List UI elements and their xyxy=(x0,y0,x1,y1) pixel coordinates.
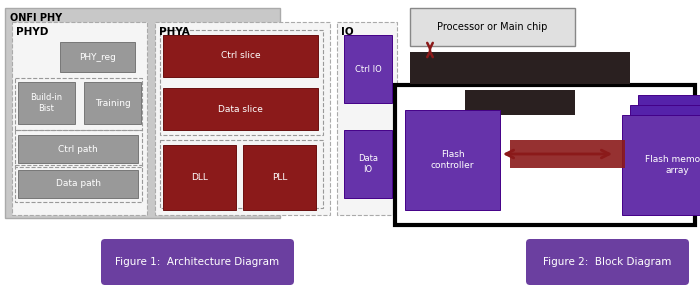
Bar xyxy=(15,78,142,130)
Text: IO: IO xyxy=(341,27,354,37)
Text: Ctrl slice: Ctrl slice xyxy=(220,51,260,60)
Bar xyxy=(337,22,397,215)
Bar xyxy=(410,52,630,84)
Text: Processor or Main chip: Processor or Main chip xyxy=(438,22,547,32)
Bar xyxy=(638,95,700,180)
Text: Ctrl path: Ctrl path xyxy=(58,144,98,153)
FancyBboxPatch shape xyxy=(526,239,689,285)
Text: Data slice: Data slice xyxy=(218,105,263,114)
Text: Ctrl IO: Ctrl IO xyxy=(355,64,382,73)
Bar xyxy=(163,88,318,130)
Text: PHYA: PHYA xyxy=(159,27,190,37)
Bar xyxy=(18,170,138,198)
Bar xyxy=(243,145,316,210)
Text: PLL: PLL xyxy=(272,173,287,182)
Text: Flash
controller: Flash controller xyxy=(430,150,475,170)
Bar xyxy=(60,42,135,72)
Text: DLL: DLL xyxy=(191,173,208,182)
Bar xyxy=(160,30,323,135)
Bar xyxy=(465,90,575,115)
Bar xyxy=(410,8,575,46)
Text: ONFI PHY: ONFI PHY xyxy=(10,13,62,23)
Bar xyxy=(160,140,323,208)
Text: Data path: Data path xyxy=(55,179,101,188)
FancyBboxPatch shape xyxy=(101,239,294,285)
Bar xyxy=(15,130,142,167)
Bar xyxy=(630,105,700,190)
Bar xyxy=(405,110,500,210)
Bar xyxy=(5,8,280,218)
Bar xyxy=(510,140,625,168)
Bar xyxy=(344,130,392,198)
Text: Data
IO: Data IO xyxy=(358,154,378,174)
Bar xyxy=(18,135,138,163)
Text: PHY_reg: PHY_reg xyxy=(79,53,116,62)
Bar xyxy=(395,85,695,225)
Bar xyxy=(399,89,691,221)
Bar xyxy=(163,35,318,77)
Bar xyxy=(163,145,236,210)
Bar xyxy=(15,165,142,202)
Text: Build-in
Bist: Build-in Bist xyxy=(30,93,62,113)
Bar xyxy=(84,82,141,124)
Text: Training: Training xyxy=(94,99,130,108)
Text: Figure 2:  Block Diagram: Figure 2: Block Diagram xyxy=(543,257,672,267)
Text: PHYD: PHYD xyxy=(16,27,48,37)
Bar xyxy=(18,82,75,124)
Text: Figure 1:  Architecture Diagram: Figure 1: Architecture Diagram xyxy=(116,257,279,267)
Bar xyxy=(344,35,392,103)
Text: Flash memory
array: Flash memory array xyxy=(645,155,700,175)
Bar xyxy=(622,115,700,215)
Bar xyxy=(155,22,330,215)
Bar xyxy=(12,22,147,215)
